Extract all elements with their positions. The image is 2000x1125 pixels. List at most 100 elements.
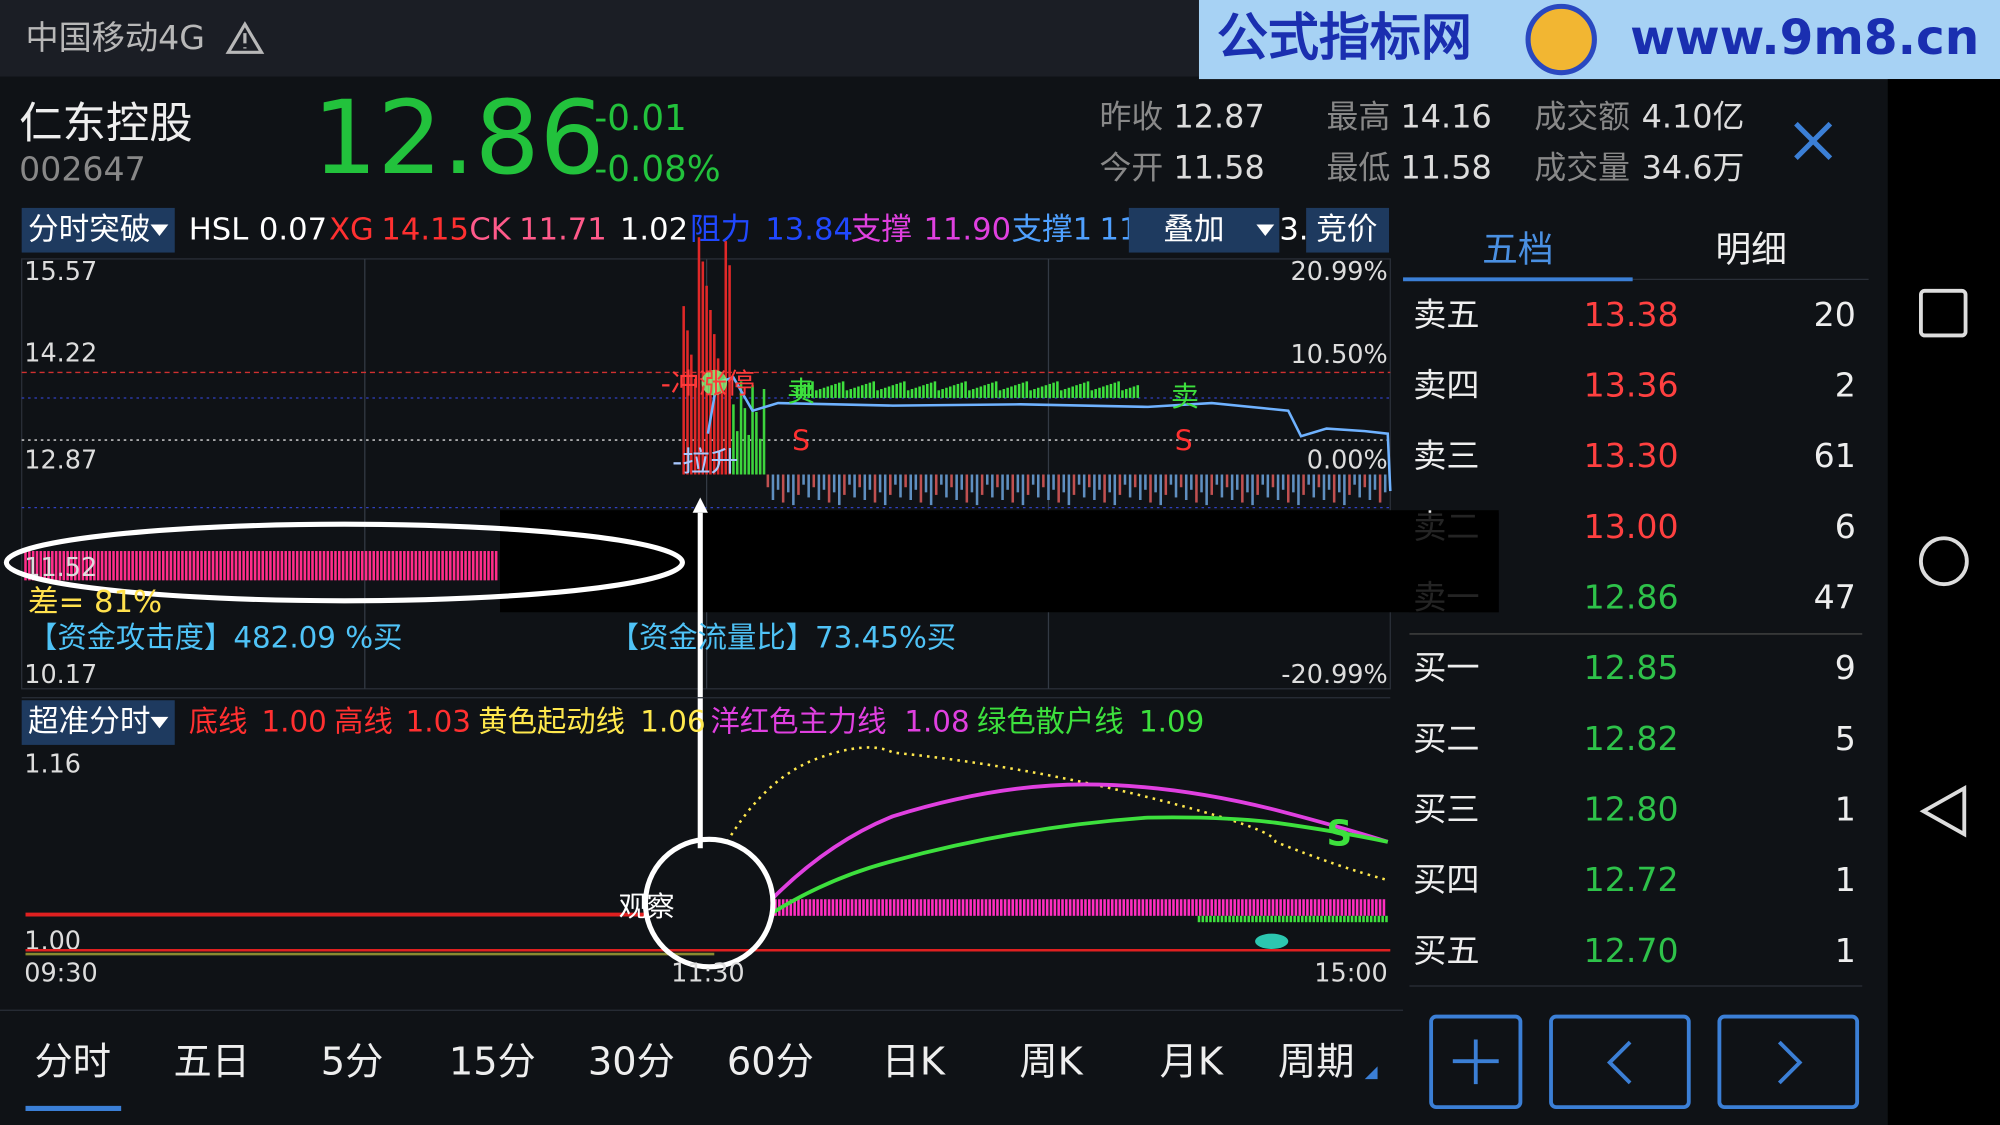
book-price: 13.30 xyxy=(1584,436,1679,475)
stock-price: 12.86 xyxy=(313,79,605,198)
book-price: 12.86 xyxy=(1584,577,1679,616)
sub-selector[interactable]: 超准分时 xyxy=(28,705,150,740)
period-tab[interactable]: 周K xyxy=(1019,1039,1083,1084)
y-tick-label: 10.17 xyxy=(24,660,97,690)
period-tab[interactable]: 日K xyxy=(882,1039,946,1084)
stock-change-pct: -0.08% xyxy=(594,149,720,190)
dropdown-arrow xyxy=(1256,224,1275,236)
stat-value: 12.87 xyxy=(1173,98,1264,136)
tab[interactable]: 五档 xyxy=(1482,229,1553,270)
y2-tick-label: 10.50% xyxy=(1291,340,1388,370)
period-tab[interactable]: 30分 xyxy=(588,1039,675,1084)
signal-s: S xyxy=(1327,813,1353,854)
stat-value: 14.16 xyxy=(1401,98,1492,136)
support-value: 11.90 xyxy=(923,212,1011,247)
book-volume: 9 xyxy=(1835,648,1856,687)
overlay-button[interactable]: 叠加 xyxy=(1163,212,1224,247)
stat-label: 成交额 xyxy=(1534,98,1630,136)
add-button[interactable] xyxy=(1429,1014,1523,1110)
stat-label: 最高 xyxy=(1327,98,1391,136)
main-force-bars xyxy=(770,899,1388,923)
book-volume: 2 xyxy=(1835,365,1856,404)
watermark-title: 公式指标网 xyxy=(1217,9,1472,68)
period-tab[interactable]: 周期 xyxy=(1278,1039,1354,1084)
period-tab[interactable]: 月K xyxy=(1160,1039,1224,1084)
next-button[interactable] xyxy=(1717,1014,1860,1110)
period-tab[interactable]: 分时 xyxy=(34,1039,110,1084)
legend-value: 1.08 xyxy=(904,705,969,739)
book-label: 买三 xyxy=(1413,789,1479,828)
tab[interactable]: 明细 xyxy=(1716,229,1787,270)
indicator-selector-bg[interactable] xyxy=(21,207,175,253)
period-tab[interactable]: 60分 xyxy=(727,1039,814,1084)
back-button[interactable] xyxy=(1919,784,1967,838)
period-tab[interactable]: 5分 xyxy=(321,1039,384,1084)
watermark-bg xyxy=(1198,0,2000,80)
y2-tick-label: 0.00% xyxy=(1307,446,1388,476)
watermark-url: www.9m8.cn xyxy=(1630,10,1979,66)
book-volume: 20 xyxy=(1814,295,1856,334)
legend-value: 1.09 xyxy=(1139,705,1204,739)
book-volume: 47 xyxy=(1814,577,1856,616)
support1-label: 支撑1 xyxy=(1011,212,1092,247)
annotation: 卖 xyxy=(1171,380,1199,413)
period-tab[interactable]: 15分 xyxy=(449,1039,536,1084)
y2-tick-label: 20.99% xyxy=(1291,257,1388,287)
legend: 底线 1.00 高线 1.03 黄色起动线 1.06 洋红色主力线 1.08 绿色散户线 1.09 xyxy=(189,705,1205,739)
stat-label: 最低 xyxy=(1327,149,1391,187)
recents-button[interactable] xyxy=(1919,288,1968,338)
book-price: 13.38 xyxy=(1584,295,1679,334)
book-price: 12.70 xyxy=(1584,931,1679,970)
book-label: 买一 xyxy=(1413,648,1479,687)
stat-value: 34.6万 xyxy=(1642,149,1745,187)
y-tick-label: 15.57 xyxy=(24,257,97,287)
annotation: -拉升 xyxy=(672,445,738,478)
book-label: 卖四 xyxy=(1413,365,1479,404)
xg-value: 14.15 xyxy=(381,212,469,247)
book-label: 买二 xyxy=(1413,719,1479,758)
book-label: 卖五 xyxy=(1413,295,1479,334)
close-button[interactable] xyxy=(1794,121,1833,160)
overlay-bg[interactable] xyxy=(1128,207,1280,253)
yellow-line xyxy=(725,746,1389,882)
support-label: 支撑 xyxy=(851,212,912,247)
book-label: 买四 xyxy=(1413,860,1479,899)
flow-label: 【资金流量比】73.45%买 xyxy=(610,621,956,655)
highlight-circle xyxy=(642,836,776,970)
marker xyxy=(1255,933,1289,949)
stock-code: 002647 xyxy=(19,149,146,188)
sub-selector-bg[interactable] xyxy=(21,700,175,745)
auction-button[interactable]: 竞价 xyxy=(1316,212,1377,247)
book-volume: 1 xyxy=(1835,931,1856,970)
order-book: 五档 明细 卖五13.3820卖四13.362卖三13.3061卖二13.006… xyxy=(1403,229,1869,987)
x-tick-label: 09:30 xyxy=(24,958,97,988)
period-arrow xyxy=(1364,1066,1378,1080)
home-button[interactable] xyxy=(1919,536,1969,587)
book-label: 卖三 xyxy=(1413,436,1479,475)
book-price: 13.36 xyxy=(1584,365,1679,404)
overlay-extra: 3. xyxy=(1279,212,1308,247)
prev-button[interactable] xyxy=(1549,1014,1691,1110)
indicator-selector[interactable]: 分时突破 xyxy=(28,212,150,247)
highlight-ellipse xyxy=(3,521,685,604)
book-volume: 5 xyxy=(1835,719,1856,758)
legend-value: 1.00 xyxy=(261,705,326,739)
book-price: 12.82 xyxy=(1584,719,1679,758)
sub-chart: 超准分时 底线 1.00 高线 1.03 黄色起动线 1.06 洋红色主力线 1.08 绿色散户… xyxy=(21,697,1391,988)
auction-bg[interactable] xyxy=(1306,207,1390,253)
dropdown-arrow xyxy=(150,224,169,236)
book-volume: 1 xyxy=(1835,789,1856,828)
green-line xyxy=(770,815,1389,915)
period-tab[interactable]: 五日 xyxy=(173,1039,249,1084)
stat-label: 今开 xyxy=(1099,149,1163,187)
stock-name: 仁东控股 xyxy=(19,99,192,149)
book-volume: 6 xyxy=(1835,507,1856,546)
pointer-arrow xyxy=(692,497,708,513)
legend-label: 洋红色主力线 xyxy=(710,705,886,739)
nav-bar xyxy=(1887,79,2000,1125)
hsl-label: HSL xyxy=(189,212,248,247)
price-line xyxy=(706,376,1392,492)
chevron-left xyxy=(1606,1040,1632,1085)
